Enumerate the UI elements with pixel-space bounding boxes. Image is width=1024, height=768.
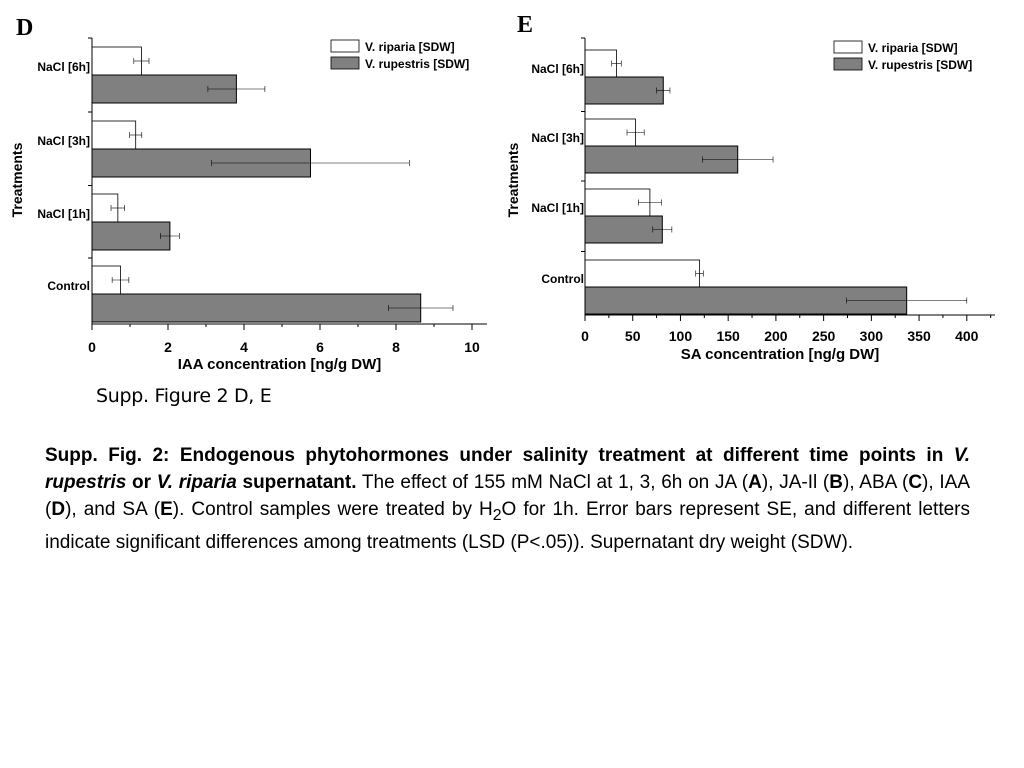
category-label: NaCl [3h] [37, 134, 90, 148]
caption-title: Supp. Fig. 2: Endogenous phytohormones u… [45, 445, 970, 493]
category-label: NaCl [1h] [531, 201, 584, 215]
charts-canvas: D E Control NaCl [1h] NaCl [3h] NaCl [6h] 0 2… [9, 12, 995, 373]
x-tick-label: 400 [955, 328, 979, 344]
bar-rupestris-0 [91, 293, 422, 323]
y-axis-title: Treatments [505, 142, 521, 217]
caption-title-text: Supp. Fig. 2: Endogenous phytohormones u… [45, 445, 954, 466]
legend-label: V. rupestris [SDW] [365, 57, 469, 71]
caption-species-riparia: V. riparia [156, 472, 237, 493]
x-tick-label: 300 [860, 328, 884, 344]
caption-letter-c: C [908, 472, 923, 493]
x-tick-label: 10 [464, 339, 480, 355]
bar-riparia-2 [91, 120, 137, 150]
figure-caption: Supp. Fig. 2: Endogenous phytohormones u… [45, 442, 970, 556]
panel-letter-d: D [16, 15, 33, 41]
x-tick-label: 8 [392, 339, 400, 355]
legend-swatch [330, 56, 360, 70]
legend-label: V. riparia [SDW] [868, 41, 958, 55]
category-label: NaCl [1h] [37, 207, 90, 221]
caption-text: ), IAA ( [45, 472, 970, 520]
caption-subscript: 2 [492, 506, 502, 524]
chart-panel-d: Control NaCl [1h] NaCl [3h] NaCl [6h] 0 2 4 6 8 1… [9, 37, 487, 373]
x-tick-label: 4 [240, 339, 248, 355]
x-tick-label: 200 [764, 328, 788, 344]
bar-rupestris-1 [584, 215, 663, 244]
caption-text: ), JA-Il ( [761, 472, 830, 493]
category-label: NaCl [6h] [531, 62, 584, 76]
y-axis-title: Treatments [9, 142, 25, 217]
x-tick-label: 150 [716, 328, 740, 344]
figure-label: Supp. Figure 2 D, E [96, 385, 272, 407]
caption-letter-a: A [748, 472, 762, 493]
caption-text: ). Control samples were treated by H [172, 499, 493, 520]
caption-title-end: supernatant. [236, 472, 357, 493]
x-tick-label: 6 [316, 339, 324, 355]
panel-letter-e: E [517, 12, 533, 38]
category-label: Control [541, 272, 584, 286]
x-tick-label: 250 [812, 328, 836, 344]
caption-text: The effect of 155 mM NaCl at 1, 3, 6h on… [356, 472, 749, 493]
x-tick-label: 100 [669, 328, 693, 344]
caption-title-or: or [126, 472, 157, 493]
caption-text: O for 1h. Error bars represent SE, and d… [45, 499, 970, 553]
x-tick-label: 350 [907, 328, 931, 344]
bar-rupestris-3 [584, 76, 664, 105]
category-label: NaCl [3h] [531, 131, 584, 145]
x-axis-title: SA concentration [ng/g DW] [681, 346, 880, 363]
x-tick-label: 50 [625, 328, 641, 344]
legend-swatch [833, 57, 863, 71]
caption-letter-e: E [160, 499, 173, 520]
chart-panel-e: Control NaCl [1h] NaCl [3h] NaCl [6h] 0 50 100… [505, 37, 995, 363]
legend-swatch [330, 39, 360, 53]
caption-text: ), and SA ( [65, 499, 161, 520]
bar-riparia-3 [91, 46, 142, 76]
caption-species-rupestris: V. rupestris [45, 445, 970, 493]
legend-label: V. riparia [SDW] [365, 40, 455, 54]
x-tick-label: 0 [88, 339, 96, 355]
x-tick-label: 0 [581, 328, 589, 344]
legend-label: V. rupestris [SDW] [868, 58, 972, 72]
x-axis-title: IAA concentration [ng/g DW] [178, 356, 382, 373]
category-label: NaCl [6h] [37, 60, 90, 74]
category-label: Control [47, 279, 90, 293]
caption-text: ), ABA ( [843, 472, 909, 493]
bar-riparia-0 [584, 259, 700, 288]
caption-letter-d: D [51, 499, 66, 520]
legend-swatch [833, 40, 863, 54]
caption-letter-b: B [829, 472, 843, 493]
bar-rupestris-1 [91, 221, 171, 251]
x-tick-label: 2 [164, 339, 172, 355]
